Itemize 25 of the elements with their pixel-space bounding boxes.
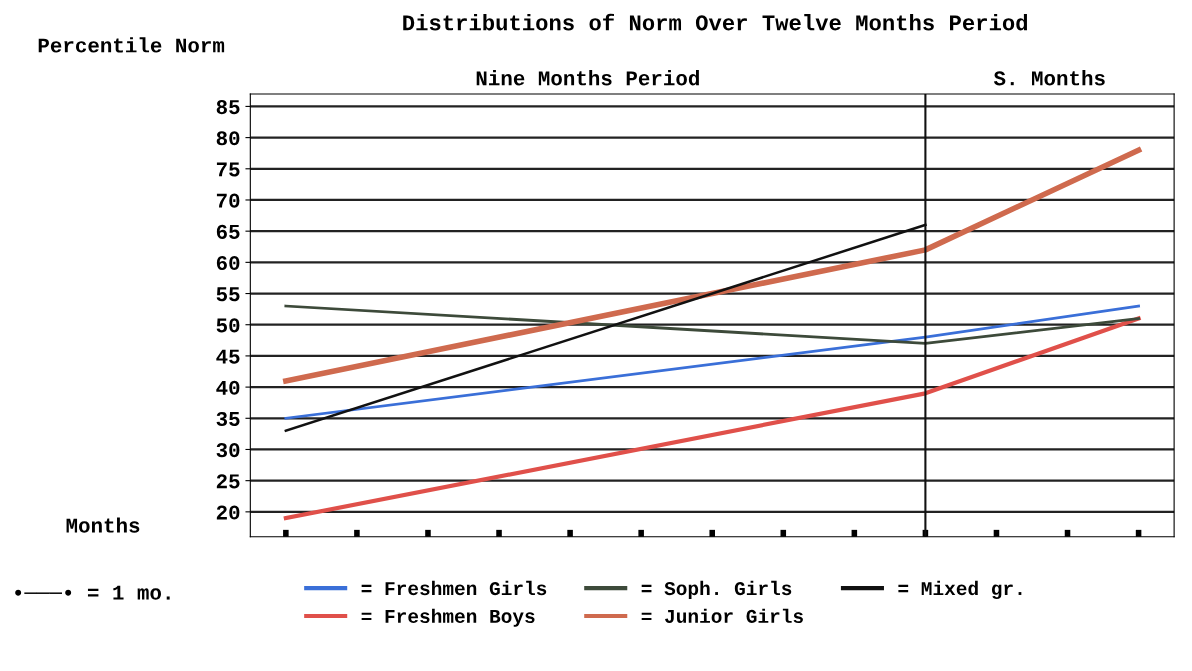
- y-tick-label: 80: [216, 131, 240, 146]
- y-tick-label: 55: [216, 287, 240, 302]
- y-tick-label: 45: [216, 349, 240, 364]
- y-tick-label: 20: [216, 505, 240, 520]
- y-tick-label: 25: [216, 474, 240, 489]
- y-tick-label: 70: [216, 193, 240, 208]
- y-tick-label: 50: [216, 318, 240, 333]
- y-tick-label: 75: [216, 162, 240, 177]
- legend-label: = Mixed gr.: [898, 580, 1022, 600]
- chart-title: Distributions of Norm Over Twelve Months Period: [403, 13, 1028, 31]
- legend-label: = Soph. Girls: [641, 580, 792, 599]
- text: S. Months: [993, 70, 1105, 86]
- x-axis-title: Months: [66, 517, 140, 533]
- text: Nine Months Period: [476, 70, 699, 86]
- y-tick-label: 35: [216, 411, 240, 427]
- text: •───• = 1 mo.: [15, 585, 170, 600]
- legend-label: = Freshmen Girls: [361, 580, 547, 596]
- legend-label: = Junior Girls: [641, 608, 803, 623]
- legend-label: = Freshmen Boys: [361, 608, 535, 627]
- y-tick-label: 60: [216, 255, 240, 271]
- y-tick-label: 30: [216, 443, 240, 458]
- y-tick-label: 85: [216, 100, 240, 115]
- y-tick-label: 65: [216, 224, 240, 239]
- y-tick-label: 40: [216, 380, 240, 395]
- y-axis-title: Percentile Norm: [38, 37, 225, 53]
